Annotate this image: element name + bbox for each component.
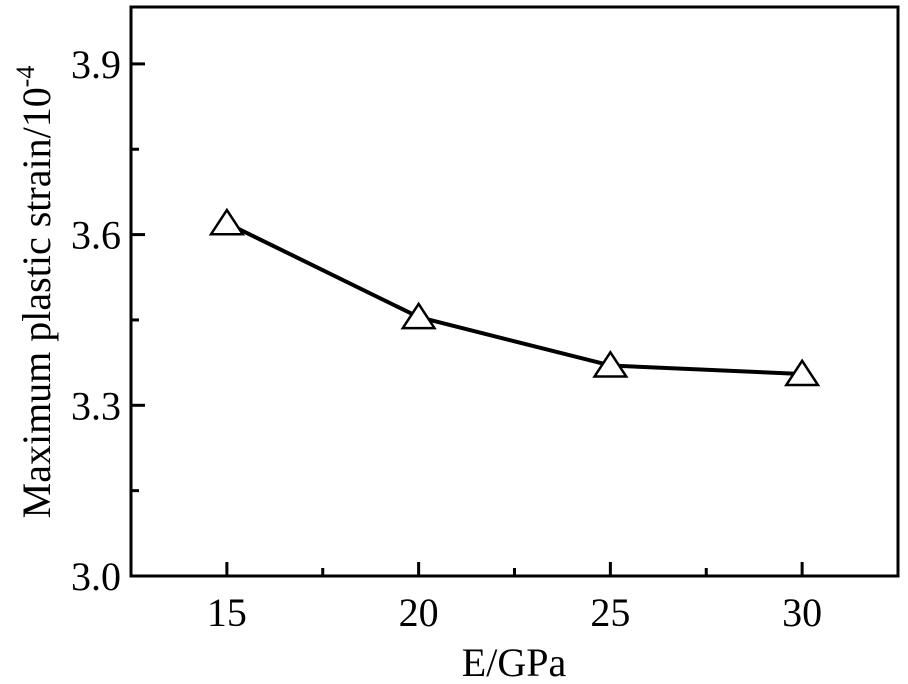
data-point-triangle	[592, 349, 629, 378]
y-tick-label: 3.3	[71, 383, 121, 428]
y-tick-label: 3.0	[71, 554, 121, 599]
y-tick-label: 3.6	[71, 213, 121, 258]
series-markers	[208, 207, 821, 387]
series-line-segment	[225, 221, 420, 319]
x-axis-title: E/GPa	[462, 640, 567, 684]
y-axis-tick-labels: 3.0 3.3 3.6 3.9	[71, 42, 121, 599]
x-axis-tick-labels: 15 20 25 30	[207, 590, 822, 635]
y-axis-ticks	[131, 62, 145, 578]
y-axis-title: Maximum plastic strain/10-4	[11, 66, 59, 519]
series-line-segment	[418, 315, 611, 368]
y-tick-label: 3.9	[71, 42, 121, 87]
data-point-triangle	[208, 207, 246, 236]
y-axis-title-main: Maximum plastic strain/10	[14, 87, 59, 518]
plot-frame	[129, 5, 900, 578]
x-tick-label: 25	[590, 590, 630, 635]
series-line-segment	[610, 363, 803, 377]
data-point-triangle	[400, 301, 437, 330]
x-tick-label: 15	[207, 590, 247, 635]
data-point-triangle	[783, 358, 821, 387]
x-axis-ticks	[129, 562, 900, 576]
x-tick-label: 20	[399, 590, 439, 635]
y-axis-title-exponent: -4	[11, 66, 40, 88]
series-lines	[225, 221, 803, 377]
x-tick-label: 30	[782, 590, 822, 635]
